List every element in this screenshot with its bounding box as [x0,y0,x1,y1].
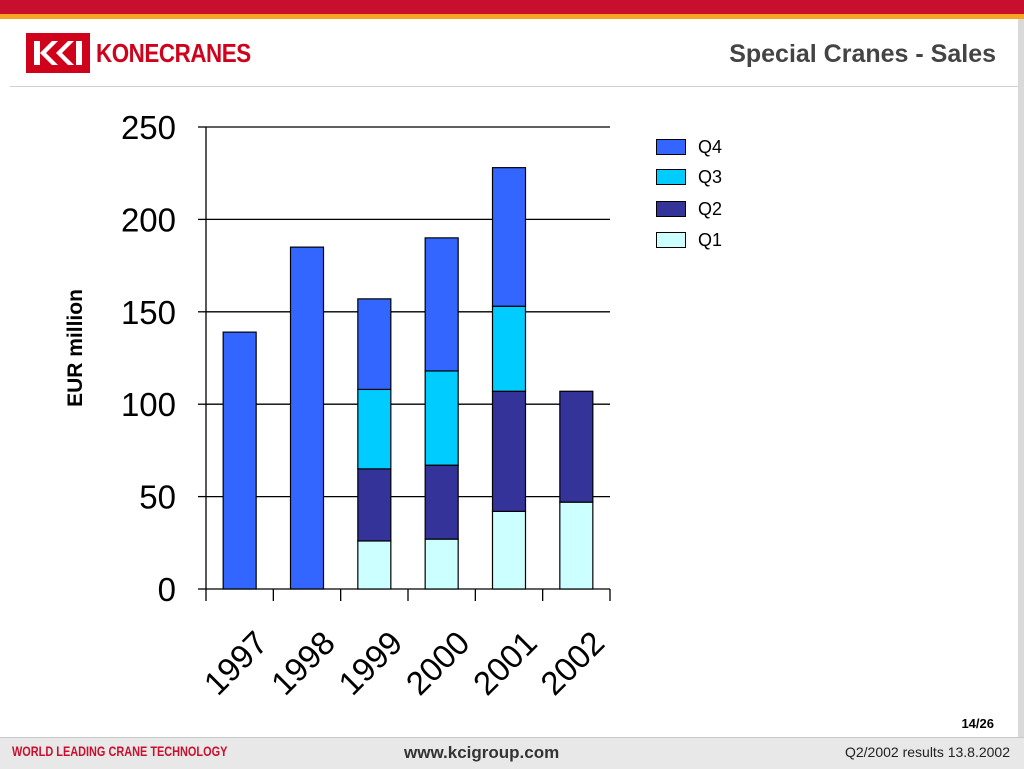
legend-label: Q4 [698,136,723,157]
legend-swatch [656,169,686,185]
footer-tagline: WORLD LEADING CRANE TECHNOLOGY [12,743,228,759]
x-tick-label: 2002 [533,624,611,702]
x-tick-label: 1998 [264,624,342,702]
x-tick-label: 1999 [331,624,409,702]
footer-results: Q2/2002 results 13.8.2002 [844,744,1010,760]
bar-q4-1999 [357,298,392,391]
header-divider [10,86,1018,87]
bar-q4-2000 [424,237,459,372]
kci-logo-mark [26,33,90,73]
y-tick-label: 150 [121,294,176,331]
legend-label: Q2 [698,198,723,219]
footer-website: www.kcigroup.com [404,743,560,762]
legend-swatch [656,232,686,248]
legend-label: Q1 [698,229,723,250]
top-red-bar [0,0,1024,14]
konecranes-logo: KONECRANES [26,33,276,73]
top-orange-stripe [0,14,1024,19]
y-tick-label: 0 [158,571,176,608]
y-axis-label: EUR million [64,289,87,407]
x-tick-label: 1997 [196,624,274,702]
bar-q1-1999 [357,540,392,590]
legend-swatch [656,139,686,155]
bar-q2-1999 [357,468,392,542]
legend-swatch [656,201,686,217]
legend-item-q3: Q3 [656,167,722,187]
logo-text: KONECRANES [96,37,251,68]
bar-q1-2001 [491,510,527,590]
bar-q4-2001 [491,167,527,307]
bar-q2-2001 [491,390,527,512]
bar-q4-1998 [289,246,325,590]
slide-title: Special Cranes - Sales [729,40,996,68]
bar-q4-1997 [222,331,257,590]
page-number: 14/26 [961,716,994,731]
bar-q1-2002 [559,501,594,590]
bar-q1-2000 [424,538,459,590]
right-border [1018,19,1024,737]
bar-q3-2001 [491,305,527,392]
bar-q3-2000 [424,370,459,466]
legend-item-q2: Q2 [656,199,722,219]
legend-item-q1: Q1 [656,230,722,250]
bar-q2-2002 [559,390,594,503]
x-tick-label: 2000 [398,624,476,702]
bar-q2-2000 [424,464,459,540]
y-tick-label: 250 [121,109,176,146]
y-tick-label: 200 [121,201,176,238]
y-tick-label: 100 [121,386,176,423]
legend-item-q4: Q4 [656,137,722,157]
footer-bar [0,737,1024,769]
x-tick-label: 2001 [466,624,544,702]
bar-q3-1999 [357,388,392,470]
y-tick-label: 50 [139,479,176,516]
legend-label: Q3 [698,166,723,187]
